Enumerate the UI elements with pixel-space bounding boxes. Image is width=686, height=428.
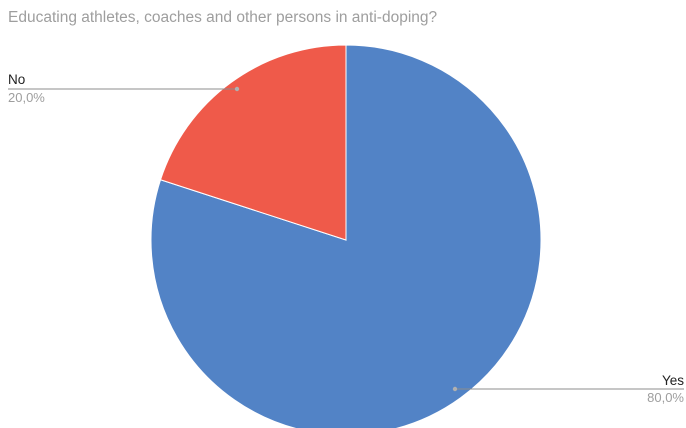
slice-value-no: 20,0% (8, 90, 45, 105)
pie-labels: Yes 80,0% No 20,0% (8, 72, 684, 405)
chart-title: Educating athletes, coaches and other pe… (8, 9, 438, 26)
leader-dot-no (234, 86, 240, 92)
slice-label-no: No (8, 72, 25, 87)
slice-label-yes: Yes (662, 373, 684, 388)
pie-slices (150, 44, 542, 428)
slice-value-yes: 80,0% (647, 390, 684, 405)
leader-dot-yes (452, 386, 458, 392)
pie-slice-yes (150, 44, 542, 428)
pie-slice-no (159, 44, 347, 241)
